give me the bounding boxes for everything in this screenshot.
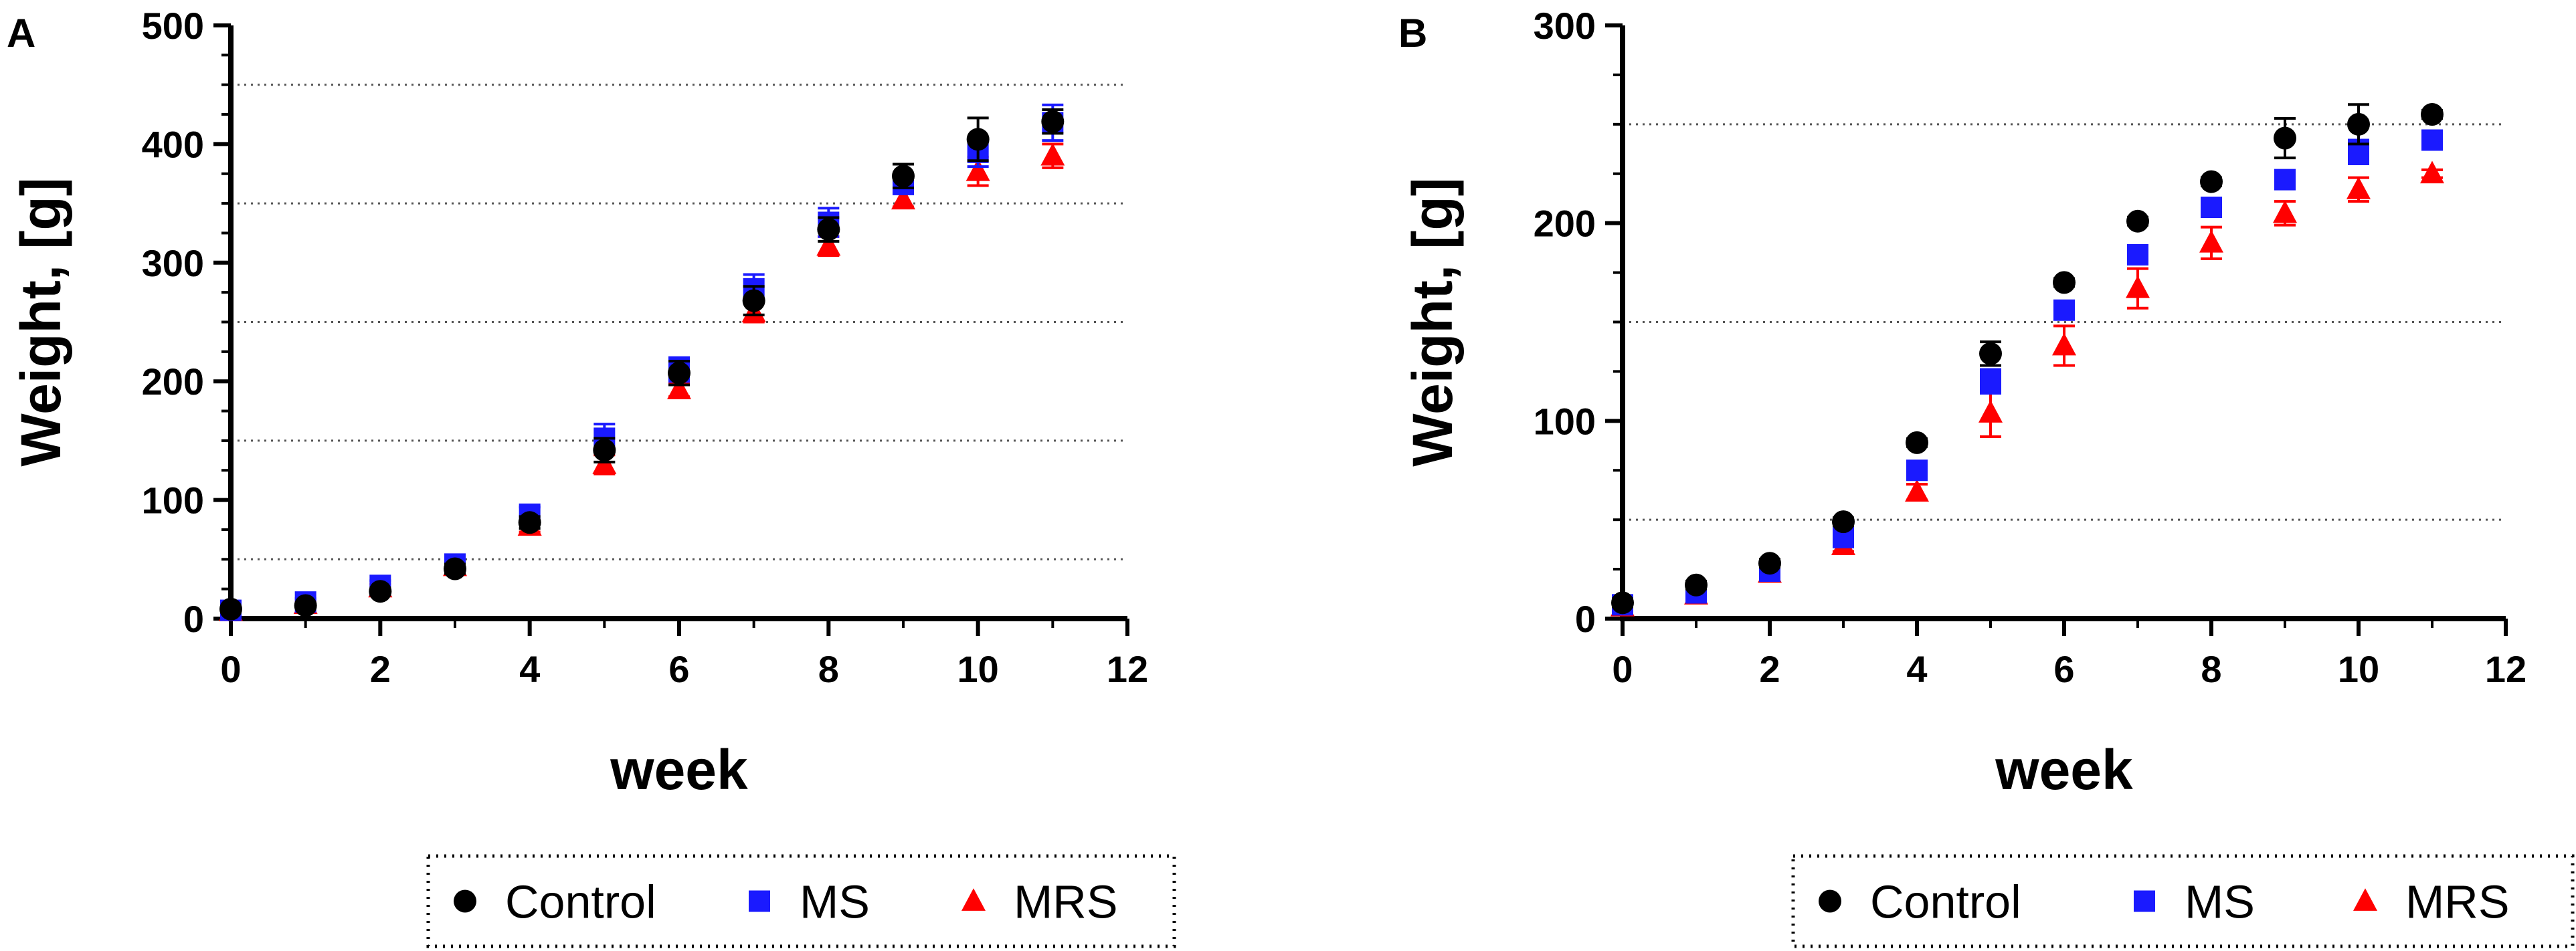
data-point-mrs	[891, 187, 915, 210]
data-point-ms	[2201, 197, 2222, 219]
x-tick-label: 6	[668, 648, 689, 690]
data-point-mrs	[1040, 142, 1065, 166]
data-point-control	[444, 557, 466, 580]
data-point-ms	[2274, 169, 2296, 191]
legend-label: MRS	[2405, 876, 2510, 928]
x-tick-label: 0	[1612, 648, 1633, 690]
legend-label: Control	[505, 876, 656, 928]
legend-label: MRS	[1014, 876, 1118, 928]
legend-box	[1791, 854, 2575, 948]
data-point-mrs	[965, 158, 990, 181]
data-point-mrs	[2347, 177, 2371, 199]
panel-label: B	[1398, 11, 1427, 56]
data-point-mrs	[2273, 200, 2297, 223]
data-point-control	[2200, 170, 2223, 193]
y-tick-label: 0	[183, 598, 204, 640]
data-point-control	[219, 597, 242, 621]
y-tick-label: 400	[142, 123, 204, 165]
data-point-control	[2053, 271, 2076, 294]
legend-marker-control	[454, 889, 476, 913]
x-axis-title: week	[610, 738, 748, 801]
data-point-mrs	[2199, 230, 2223, 253]
x-tick-label: 12	[2485, 648, 2526, 690]
data-point-control	[892, 165, 915, 188]
data-point-control	[1041, 110, 1065, 133]
x-tick-label: 6	[2053, 648, 2074, 690]
legend: Control MS MRS	[426, 854, 1176, 948]
y-tick-label: 200	[1534, 203, 1596, 245]
data-point-control	[668, 361, 691, 385]
data-point-ms	[2127, 243, 2148, 266]
y-tick-label: 200	[142, 360, 204, 403]
x-tick-label: 2	[370, 648, 391, 690]
data-point-control	[1685, 573, 1708, 597]
data-point-control	[2274, 126, 2296, 150]
data-point-control	[1758, 552, 1781, 575]
data-point-ms	[2053, 299, 2075, 321]
data-point-control	[593, 439, 616, 462]
data-point-mrs	[2420, 161, 2444, 184]
x-tick-label: 10	[2338, 648, 2379, 690]
y-tick-label: 100	[1534, 400, 1596, 442]
legend-marker-control	[1819, 889, 1841, 913]
y-axis-title: Weight, [g]	[9, 177, 72, 466]
data-point-control	[2126, 209, 2149, 233]
data-point-ms	[2421, 129, 2443, 151]
x-tick-label: 8	[818, 648, 839, 690]
panel-label: A	[7, 11, 35, 56]
data-point-mrs	[1905, 479, 1929, 502]
data-point-control	[1832, 510, 1855, 534]
data-point-control	[518, 511, 541, 534]
y-tick-label: 300	[1534, 5, 1596, 47]
legend: Control MS MRS	[1791, 854, 2575, 948]
data-point-control	[294, 594, 317, 617]
x-tick-label: 2	[1759, 648, 1780, 690]
data-point-control	[817, 218, 840, 241]
legend-marker-ms	[2134, 890, 2155, 912]
x-tick-label: 0	[220, 648, 241, 690]
data-point-control	[369, 580, 392, 603]
y-tick-label: 500	[142, 5, 204, 47]
legend-marker-mrs	[961, 888, 986, 911]
data-point-mrs	[1979, 400, 2003, 423]
x-tick-label: 10	[957, 648, 999, 690]
data-point-control	[966, 128, 990, 151]
legend-marker-ms	[749, 890, 770, 912]
data-point-mrs	[816, 233, 841, 256]
y-tick-label: 300	[142, 242, 204, 284]
x-axis-title: week	[1995, 738, 2133, 801]
data-point-control	[2347, 112, 2370, 136]
data-point-ms	[1980, 371, 2001, 393]
data-point-mrs	[667, 377, 691, 400]
legend-marker-mrs	[2353, 888, 2377, 911]
data-point-control	[1979, 342, 2002, 365]
y-tick-label: 0	[1575, 598, 1596, 640]
panel-a: A 0 100 200 300 400 500 0 2 4 6 8 10 12 week Weight, [g…	[7, 5, 1176, 948]
panel-b: B 0 100 200 300 0 2 4 6 8 10 12 week Weight, [g] Contr…	[1398, 5, 2575, 948]
x-tick-label: 12	[1107, 648, 1148, 690]
x-tick-label: 8	[2201, 648, 2221, 690]
data-point-control	[1611, 591, 1634, 615]
legend-label: MS	[800, 876, 870, 928]
data-point-control	[2421, 103, 2444, 126]
legend-label: Control	[1870, 876, 2021, 928]
x-tick-label: 4	[519, 648, 540, 690]
data-point-control	[742, 289, 765, 312]
y-tick-label: 100	[142, 480, 204, 522]
data-point-control	[1906, 431, 1928, 454]
data-point-mrs	[2052, 332, 2076, 356]
x-tick-label: 4	[1906, 648, 1927, 690]
legend-label: MS	[2185, 876, 2255, 928]
y-axis-title: Weight, [g]	[1401, 177, 1464, 466]
data-point-ms	[1906, 459, 1928, 482]
data-point-mrs	[2126, 276, 2150, 298]
